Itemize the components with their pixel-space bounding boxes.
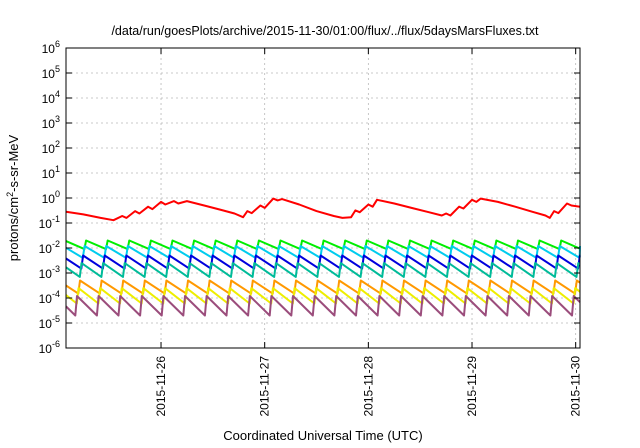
series-line [65,197,581,222]
y-tick-label-exponent: 4 [55,89,60,99]
y-tick-label: 101 [42,164,60,181]
series-line [65,287,581,305]
y-tick-label-exponent: 2 [55,139,60,149]
y-tick-label-base: 10 [39,317,53,331]
y-tick-label-exponent: -5 [52,314,60,324]
y-axis-label-rest: -s-sr-MeV [6,134,21,191]
y-axis: 10-610-510-410-310-210-11001011021031041… [39,39,580,356]
series-line [65,262,581,278]
y-tick-label-exponent: 0 [55,189,60,199]
y-axis-label-superscript: 2 [5,192,15,197]
y-tick-label-base: 10 [42,167,56,181]
y-tick-label: 105 [42,64,60,81]
chart-title: /data/run/goesPlots/archive/2015-11-30/0… [111,24,539,38]
y-tick-label-base: 10 [42,92,56,106]
x-axis-label: Coordinated Universal Time (UTC) [223,428,422,443]
x-tick-label: 2015-11-28 [361,356,375,417]
y-tick-label: 10-4 [39,289,60,306]
y-tick-label-base: 10 [42,117,56,131]
y-tick-label-base: 10 [42,42,56,56]
y-tick-label: 10-2 [39,239,60,256]
x-tick-label: 2015-11-29 [465,356,479,417]
y-tick-label: 10-6 [39,339,60,356]
y-tick-label-base: 10 [42,67,56,81]
y-tick-label-base: 10 [39,242,53,256]
y-tick-label: 103 [42,114,60,131]
y-tick-label-exponent: -2 [52,239,60,249]
y-tick-label: 10-3 [39,264,60,281]
series-line [65,279,581,295]
x-tick-label: 2015-11-27 [258,356,272,417]
y-tick-label-base: 10 [39,292,53,306]
y-tick-label: 10-5 [39,314,60,331]
x-axis: 2015-11-26 2015-11-27 2015-11-28 2015-11-29… [154,48,583,417]
series-line [65,245,581,259]
y-tick-label-exponent: 5 [55,64,60,74]
x-tick-label: 2015-11-30 [569,356,583,417]
y-tick-label: 100 [42,189,60,206]
y-tick-label-exponent: 3 [55,114,60,124]
y-tick-label-exponent: 6 [55,39,60,49]
y-axis-label: protons/cm2-s-sr-MeV [5,134,21,261]
y-tick-label-exponent: 1 [55,164,60,174]
series-line [65,295,581,317]
y-tick-label-exponent: -1 [52,214,60,224]
y-tick-label: 106 [42,39,60,56]
y-tick-label-base: 10 [39,267,53,281]
y-tick-label-exponent: -3 [52,264,60,274]
x-tick-label: 2015-11-26 [154,356,168,417]
y-tick-label-base: 10 [42,192,56,206]
y-tick-label-exponent: -4 [52,289,60,299]
y-tick-label: 10-1 [39,214,60,231]
y-tick-label-base: 10 [42,142,56,156]
plot-series [65,197,581,317]
y-tick-label: 104 [42,89,60,106]
y-tick-label-exponent: -6 [52,339,60,349]
y-tick-label-base: 10 [39,217,53,231]
y-tick-label-base: 10 [39,342,53,356]
series-line [65,254,581,270]
y-axis-label-base: protons/cm [6,197,21,261]
y-tick-label: 102 [42,139,60,156]
